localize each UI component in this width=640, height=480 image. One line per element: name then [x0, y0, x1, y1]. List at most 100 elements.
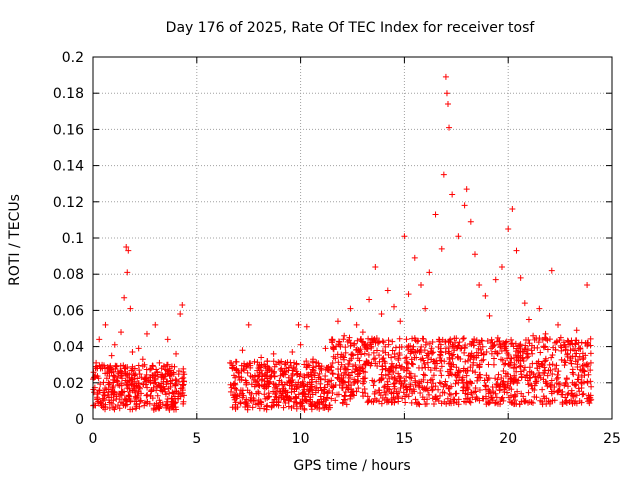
data-point [482, 393, 489, 400]
data-point [334, 391, 341, 398]
data-point [457, 345, 464, 352]
data-point [289, 349, 296, 356]
data-point [255, 373, 262, 380]
data-point [522, 342, 529, 349]
data-point [502, 339, 509, 346]
data-point [442, 378, 449, 385]
data-point [281, 381, 288, 388]
data-point [376, 338, 383, 345]
data-point [391, 350, 398, 357]
data-point [569, 400, 576, 407]
data-point [500, 397, 507, 404]
data-point [129, 349, 136, 356]
data-point [513, 247, 520, 254]
data-point [436, 379, 443, 386]
data-point [100, 389, 107, 396]
data-point [124, 385, 131, 392]
data-point [287, 359, 294, 366]
data-point [488, 350, 495, 357]
data-point [370, 349, 377, 356]
data-point [157, 399, 164, 406]
data-point [505, 361, 512, 368]
data-point [493, 384, 500, 391]
data-point [349, 351, 356, 358]
data-point [474, 377, 481, 384]
data-point [236, 377, 243, 384]
data-point [304, 364, 311, 371]
data-point [320, 389, 327, 396]
data-point [403, 344, 410, 351]
data-point [328, 336, 335, 343]
data-point [471, 389, 478, 396]
data-point [232, 381, 239, 388]
x-axis-label: GPS time / hours [293, 458, 410, 474]
data-point [579, 350, 586, 357]
data-point [486, 399, 493, 406]
data-point [522, 336, 529, 343]
data-point [285, 397, 292, 404]
data-point [118, 392, 125, 399]
data-point [558, 356, 565, 363]
data-point [294, 370, 301, 377]
data-point [459, 335, 466, 342]
data-point [256, 369, 263, 376]
data-point [354, 366, 361, 373]
data-point [131, 383, 138, 390]
data-point [497, 401, 504, 408]
data-point [144, 384, 151, 391]
data-point [438, 363, 445, 370]
data-point [243, 380, 250, 387]
data-point [115, 381, 122, 388]
data-point [473, 394, 480, 401]
data-point [446, 400, 453, 407]
data-point [143, 330, 150, 337]
data-point [362, 390, 369, 397]
grid-layer [93, 57, 612, 419]
data-point [280, 404, 287, 411]
data-point [380, 355, 387, 362]
data-point [152, 321, 159, 328]
data-point [427, 367, 434, 374]
data-point [562, 394, 569, 401]
data-point [181, 392, 188, 399]
data-point [505, 351, 512, 358]
data-point [576, 353, 583, 360]
data-point [403, 336, 410, 343]
data-point [179, 301, 186, 308]
data-point [585, 371, 592, 378]
data-point [308, 406, 315, 413]
data-point [162, 388, 169, 395]
data-point [251, 372, 258, 379]
data-point [348, 369, 355, 376]
data-point [551, 384, 558, 391]
data-point [125, 382, 132, 389]
data-point [309, 391, 316, 398]
data-point [511, 372, 518, 379]
data-point [442, 73, 449, 80]
data-point [368, 360, 375, 367]
data-point [517, 274, 524, 281]
data-point [229, 362, 236, 369]
data-point [301, 386, 308, 393]
data-point [349, 363, 356, 370]
data-point [388, 390, 395, 397]
data-point [416, 378, 423, 385]
data-point [409, 335, 416, 342]
data-point [93, 359, 100, 366]
data-point [423, 339, 430, 346]
data-point [488, 336, 495, 343]
data-point [175, 378, 182, 385]
data-point [141, 361, 148, 368]
data-point [339, 400, 346, 407]
data-point [454, 344, 461, 351]
data-point [303, 323, 310, 330]
data-point [351, 368, 358, 375]
data-point [502, 360, 509, 367]
data-point [449, 191, 456, 198]
data-point [426, 269, 433, 276]
data-point [493, 394, 500, 401]
data-point [578, 385, 585, 392]
data-point [147, 393, 154, 400]
data-point [306, 379, 313, 386]
data-point [379, 363, 386, 370]
